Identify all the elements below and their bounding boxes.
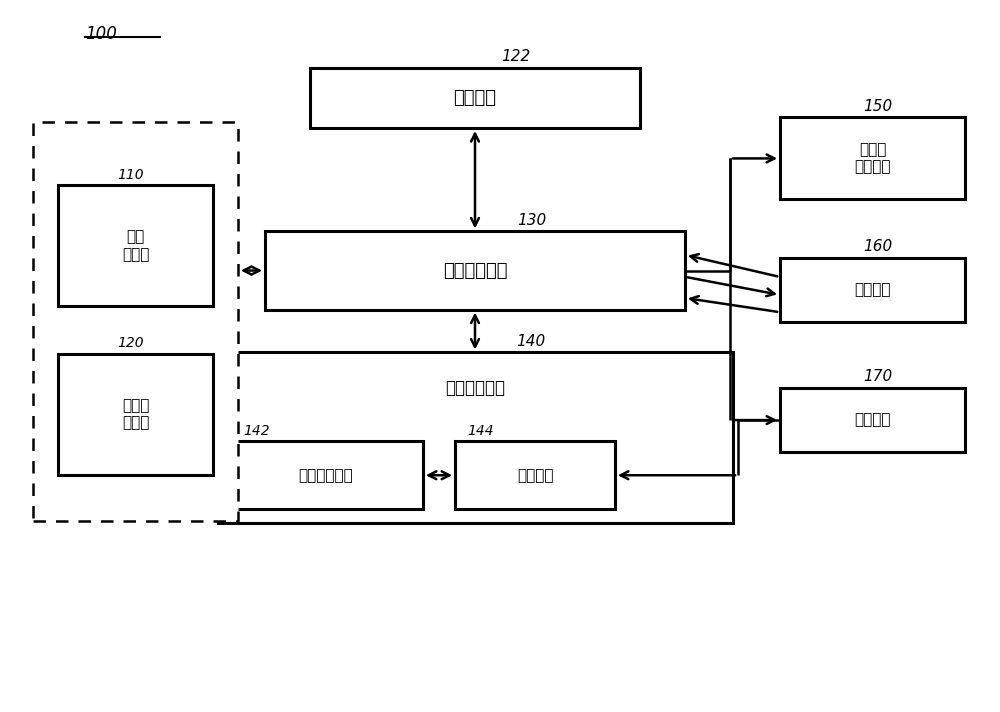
Bar bbox=[265, 231, 685, 310]
Text: 140: 140 bbox=[517, 334, 546, 349]
Text: 空穴检测单元: 空穴检测单元 bbox=[446, 379, 506, 397]
Text: 存储单元: 存储单元 bbox=[854, 412, 891, 428]
Bar bbox=[218, 352, 733, 523]
Text: 显示单元: 显示单元 bbox=[854, 282, 891, 298]
Bar bbox=[58, 354, 213, 475]
Text: 122: 122 bbox=[501, 49, 531, 64]
Bar bbox=[780, 117, 965, 199]
Bar bbox=[780, 388, 965, 452]
Bar bbox=[780, 258, 965, 322]
Text: 使用者
输入单元: 使用者 输入单元 bbox=[854, 142, 891, 174]
Text: 120: 120 bbox=[117, 336, 144, 350]
Text: 130: 130 bbox=[517, 213, 546, 228]
Text: 数据处理单元: 数据处理单元 bbox=[298, 468, 353, 483]
Text: 110: 110 bbox=[117, 167, 144, 182]
Text: 同步单元: 同步单元 bbox=[454, 89, 496, 107]
Text: 图像处理单元: 图像处理单元 bbox=[443, 261, 507, 280]
Text: 治疗用
换能器: 治疗用 换能器 bbox=[122, 398, 149, 431]
Bar bbox=[33, 122, 238, 521]
Text: 144: 144 bbox=[468, 424, 494, 438]
Text: 100: 100 bbox=[85, 25, 117, 43]
Text: 检测单元: 检测单元 bbox=[517, 468, 553, 483]
Text: 成像
换能器: 成像 换能器 bbox=[122, 229, 149, 262]
Bar bbox=[58, 185, 213, 306]
Text: 142: 142 bbox=[244, 424, 270, 438]
Bar bbox=[455, 441, 615, 509]
Bar bbox=[310, 68, 640, 128]
Text: 150: 150 bbox=[863, 99, 893, 114]
Bar bbox=[228, 441, 423, 509]
Text: 160: 160 bbox=[863, 239, 893, 254]
Text: 170: 170 bbox=[863, 370, 893, 384]
